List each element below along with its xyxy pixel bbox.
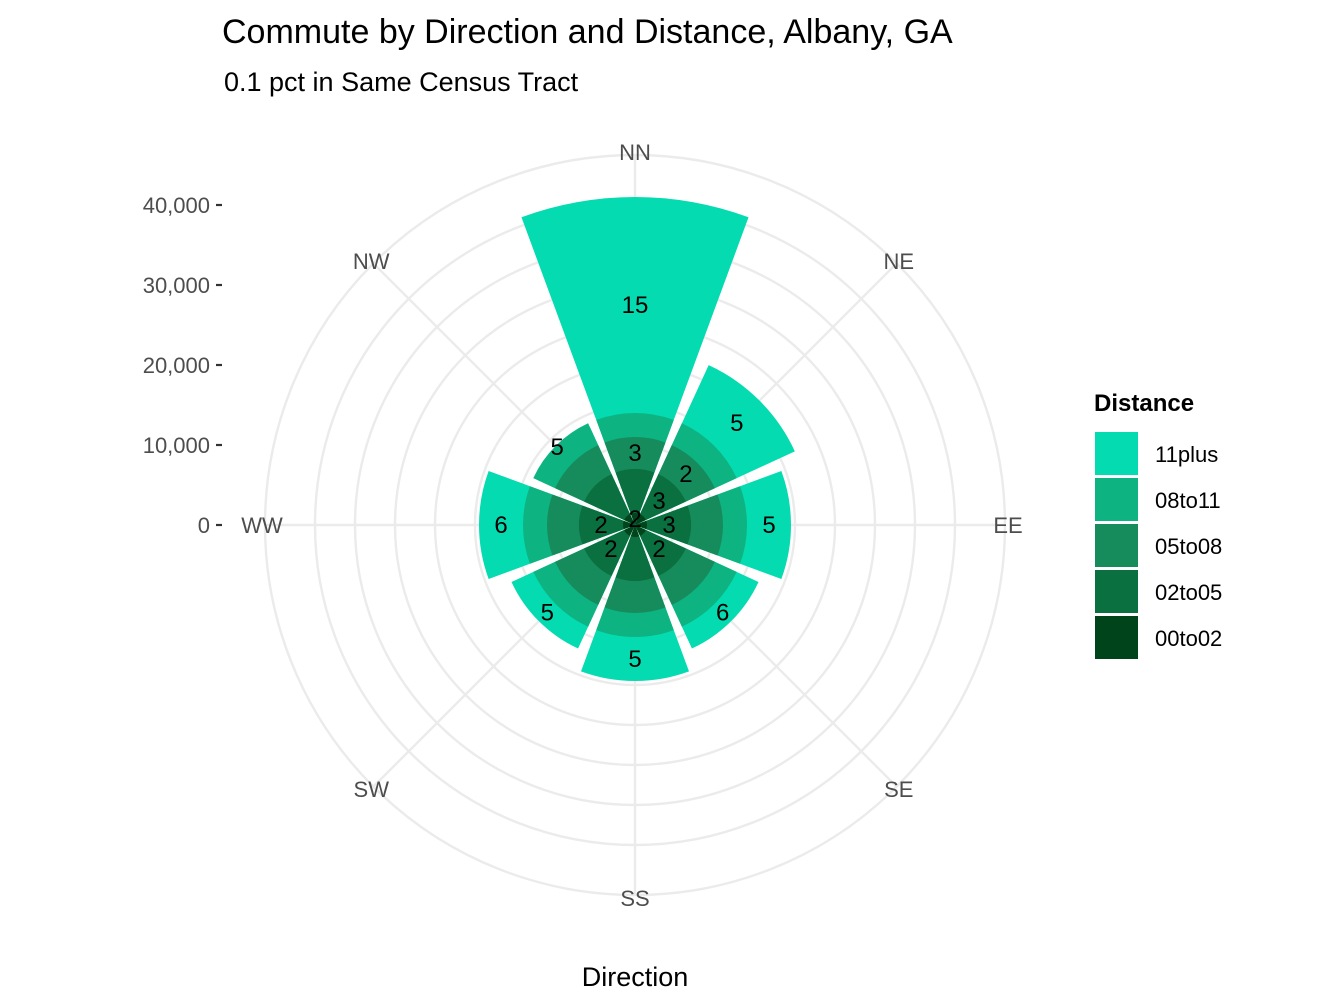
bar-label-nw-11plus: 5 xyxy=(551,434,564,461)
legend-swatch-00to02 xyxy=(1095,616,1138,659)
bar-label-ne-02to05: 3 xyxy=(652,488,665,515)
bar-label-nn-05to08: 3 xyxy=(628,440,641,467)
bar-ss-02to05 xyxy=(615,525,655,581)
bar-nn-11plus xyxy=(521,197,749,526)
bar-ww-02to05 xyxy=(579,505,635,545)
direction-labels: NN NE EE SE SS SW WW NW xyxy=(241,140,1022,911)
direction-label-sw: SW xyxy=(354,777,390,802)
legend-swatch-11plus xyxy=(1095,432,1138,475)
bar-sw-02to05 xyxy=(584,525,635,576)
bars xyxy=(479,197,795,681)
direction-label-ne: NE xyxy=(883,249,914,274)
y-tick-label: 10,000 xyxy=(143,433,210,458)
legend-title: Distance xyxy=(1094,390,1194,417)
y-axis: 0 10,000 20,000 30,000 40,000 xyxy=(143,193,222,538)
bar-ne-02to05 xyxy=(635,474,686,525)
direction-label-ss: SS xyxy=(620,886,649,911)
bar-label-se-11plus: 6 xyxy=(716,600,729,627)
x-axis-title: Direction xyxy=(582,962,689,992)
y-tick-label: 20,000 xyxy=(143,353,210,378)
bar-label-ne-05to08: 2 xyxy=(679,461,692,488)
bar-label-sw-02to05: 2 xyxy=(604,536,617,563)
legend-label-11plus: 11plus xyxy=(1155,442,1218,467)
bar-label-nn-11plus: 15 xyxy=(622,292,649,319)
bar-label-sw-11plus: 5 xyxy=(541,600,554,627)
bar-se-02to05 xyxy=(635,525,686,576)
bar-ee-00to02 xyxy=(635,520,647,530)
legend-label-05to08: 05to08 xyxy=(1155,534,1222,559)
bar-ee-02to05 xyxy=(635,505,691,545)
grid-ring-outer xyxy=(263,153,1007,897)
legend-swatch-05to08 xyxy=(1095,524,1138,567)
chart-subtitle: 0.1 pct in Same Census Tract xyxy=(224,67,579,97)
y-tick-label: 0 xyxy=(198,513,210,538)
bar-label-ne-11plus: 5 xyxy=(730,410,743,437)
legend-swatch-02to05 xyxy=(1095,570,1138,613)
bar-nn-00to02 xyxy=(630,513,640,525)
bar-ww-00to02 xyxy=(623,520,635,530)
legend: Distance 11plus 08to11 05to08 02to05 00to02 xyxy=(1094,390,1222,659)
legend-swatch-08to11 xyxy=(1095,478,1138,521)
bar-ne-00to02 xyxy=(635,514,646,525)
bar-ss-00to02 xyxy=(630,525,640,537)
legend-label-02to05: 02to05 xyxy=(1155,580,1222,605)
y-tick-label: 40,000 xyxy=(143,193,210,218)
legend-label-00to02: 00to02 xyxy=(1155,626,1222,651)
bar-label-ww-02to05: 2 xyxy=(594,512,607,539)
bar-label-ss-11plus: 5 xyxy=(628,646,641,673)
bar-label-nn-00to02: 2 xyxy=(628,506,641,533)
direction-label-se: SE xyxy=(884,777,913,802)
direction-label-nw: NW xyxy=(353,249,390,274)
bar-nw-02to05 xyxy=(584,474,635,525)
legend-label-08to11: 08to11 xyxy=(1155,488,1221,513)
bar-se-00to02 xyxy=(635,525,646,536)
direction-label-ww: WW xyxy=(241,513,283,538)
bar-label-ww-11plus: 6 xyxy=(494,512,507,539)
chart-title: Commute by Direction and Distance, Alban… xyxy=(222,13,953,51)
bar-label-ee-11plus: 5 xyxy=(762,512,775,539)
y-tick-label: 30,000 xyxy=(143,273,210,298)
direction-label-ee: EE xyxy=(993,513,1022,538)
direction-label-nn: NN xyxy=(619,140,651,165)
bar-nw-00to02 xyxy=(624,514,635,525)
bar-label-ee-02to05: 3 xyxy=(662,512,675,539)
bar-label-se-02to05: 2 xyxy=(652,536,665,563)
bar-nn-02to05 xyxy=(615,469,655,525)
bar-sw-00to02 xyxy=(624,525,635,536)
